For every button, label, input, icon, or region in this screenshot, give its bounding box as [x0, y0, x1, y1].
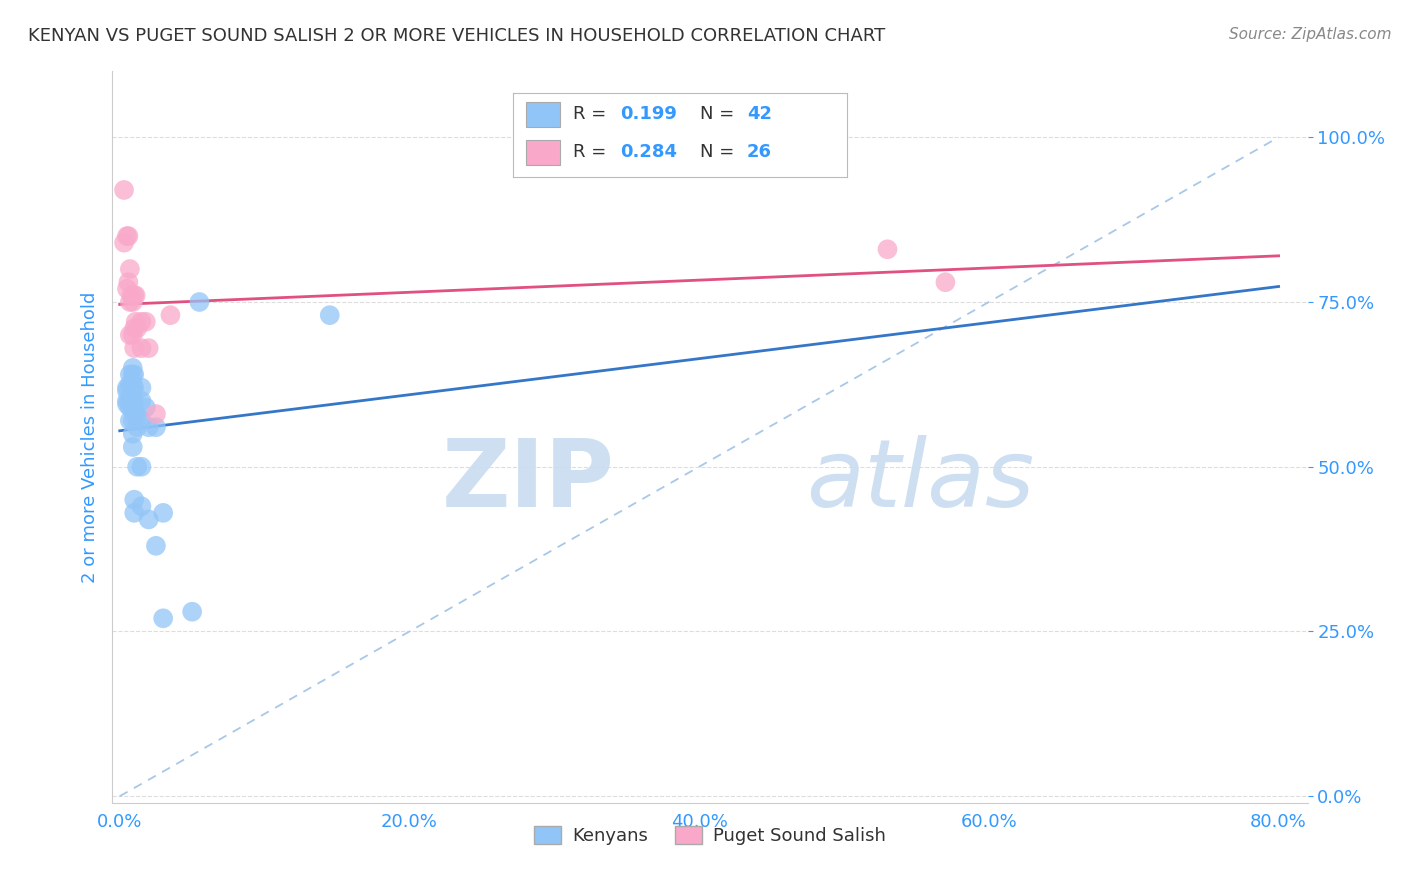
Point — [115, 229, 138, 244]
Point — [145, 407, 167, 421]
Point — [115, 381, 138, 395]
Point — [121, 384, 143, 398]
Point — [138, 512, 160, 526]
Text: ZIP: ZIP — [441, 435, 614, 527]
Point — [115, 384, 138, 398]
Point — [121, 391, 143, 405]
Point — [319, 308, 342, 322]
Point — [121, 426, 143, 441]
Point — [122, 368, 145, 382]
Point — [934, 275, 956, 289]
Point — [124, 315, 146, 329]
Point — [135, 401, 157, 415]
Point — [112, 183, 135, 197]
Point — [876, 242, 898, 256]
Text: atlas: atlas — [806, 435, 1033, 526]
Point — [121, 401, 143, 415]
Point — [121, 377, 143, 392]
Point — [118, 414, 141, 428]
Point — [122, 288, 145, 302]
Text: Source: ZipAtlas.com: Source: ZipAtlas.com — [1229, 27, 1392, 42]
Point — [115, 393, 138, 408]
Point — [138, 420, 160, 434]
Point — [131, 381, 153, 395]
Point — [121, 440, 143, 454]
Point — [152, 611, 174, 625]
Point — [115, 282, 138, 296]
Point — [118, 377, 141, 392]
Point — [152, 506, 174, 520]
Point — [138, 341, 160, 355]
Point — [131, 459, 153, 474]
Point — [131, 500, 153, 514]
Legend: Kenyans, Puget Sound Salish: Kenyans, Puget Sound Salish — [527, 819, 893, 852]
Point — [127, 459, 149, 474]
Point — [131, 315, 153, 329]
Point — [122, 341, 145, 355]
Point — [188, 295, 211, 310]
Point — [131, 341, 153, 355]
Point — [135, 315, 157, 329]
Point — [127, 321, 149, 335]
Point — [120, 288, 142, 302]
Point — [145, 420, 167, 434]
Point — [118, 393, 141, 408]
Point — [131, 393, 153, 408]
Y-axis label: 2 or more Vehicles in Household: 2 or more Vehicles in Household — [80, 292, 98, 582]
Point — [121, 360, 143, 375]
Point — [127, 420, 149, 434]
Point — [181, 605, 204, 619]
Point — [118, 262, 141, 277]
Point — [117, 275, 139, 289]
Point — [159, 308, 181, 322]
Point — [122, 393, 145, 408]
Point — [122, 381, 145, 395]
Point — [118, 295, 141, 310]
Point — [122, 492, 145, 507]
Point — [117, 229, 139, 244]
Point — [124, 288, 146, 302]
Point — [122, 407, 145, 421]
Point — [112, 235, 135, 250]
Point — [121, 368, 143, 382]
Point — [121, 327, 143, 342]
Point — [122, 321, 145, 335]
Point — [121, 414, 143, 428]
Point — [127, 407, 149, 421]
Point — [145, 539, 167, 553]
Text: KENYAN VS PUGET SOUND SALISH 2 OR MORE VEHICLES IN HOUSEHOLD CORRELATION CHART: KENYAN VS PUGET SOUND SALISH 2 OR MORE V… — [28, 27, 886, 45]
Point — [121, 295, 143, 310]
Point — [118, 401, 141, 415]
Point — [131, 414, 153, 428]
Point — [118, 368, 141, 382]
Point — [118, 327, 141, 342]
Point — [115, 397, 138, 411]
Point — [122, 506, 145, 520]
